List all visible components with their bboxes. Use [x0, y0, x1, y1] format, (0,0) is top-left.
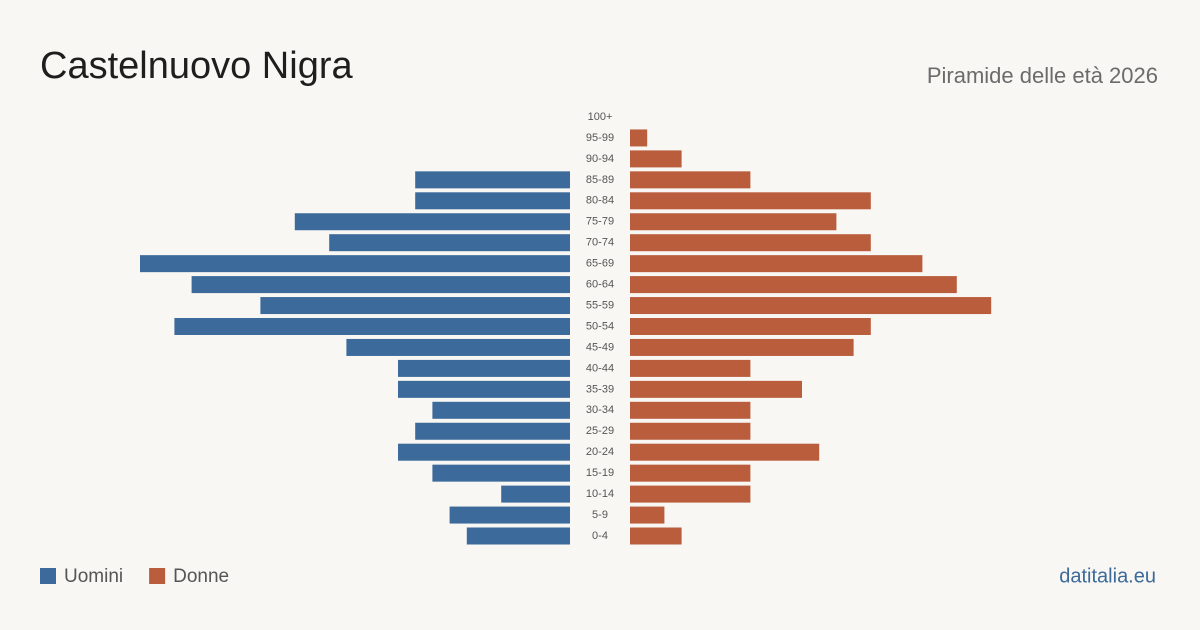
age-label: 35-39 — [586, 383, 614, 395]
bar — [329, 234, 570, 252]
bar — [630, 443, 820, 461]
bar — [449, 506, 570, 524]
age-label: 90-94 — [586, 153, 614, 165]
age-label: 85-89 — [586, 174, 614, 186]
age-label: 75-79 — [586, 216, 614, 228]
bar — [398, 380, 570, 398]
age-label: 40-44 — [586, 362, 614, 374]
age-label: 80-84 — [586, 195, 614, 207]
bar — [432, 464, 570, 482]
bar — [415, 192, 570, 210]
bar — [260, 297, 570, 315]
age-label: 95-99 — [586, 132, 614, 144]
bar — [174, 318, 570, 335]
age-label: 10-14 — [586, 488, 614, 500]
source[interactable]: datitalia.eu — [1059, 565, 1156, 587]
chart-subtitle: Piramide delle età 2026 — [927, 63, 1158, 88]
legend-label: Donne — [173, 566, 229, 587]
age-label: 20-24 — [586, 446, 614, 458]
bar — [415, 422, 570, 440]
bar — [398, 443, 570, 461]
bar — [630, 213, 837, 231]
bar — [630, 485, 751, 503]
bar — [432, 401, 570, 419]
age-label: 50-54 — [586, 320, 614, 332]
age-label: 65-69 — [586, 258, 614, 270]
age-label: 25-29 — [586, 425, 614, 437]
bar — [630, 129, 648, 147]
age-label: 5-9 — [592, 509, 608, 521]
bar — [398, 359, 570, 377]
bar — [630, 192, 871, 210]
bar — [630, 380, 802, 398]
legend-swatch — [40, 568, 56, 584]
bar — [466, 527, 570, 545]
bar — [630, 276, 957, 294]
bar — [630, 150, 682, 168]
bar — [140, 255, 570, 273]
bar — [630, 359, 751, 377]
bar — [630, 401, 751, 419]
bar — [630, 318, 871, 335]
bar — [630, 506, 665, 524]
age-label: 0-4 — [592, 530, 608, 542]
bar — [630, 527, 682, 545]
bar — [630, 171, 751, 189]
bar — [630, 338, 854, 356]
bar — [630, 234, 871, 252]
age-label: 15-19 — [586, 467, 614, 479]
age-label: 30-34 — [586, 404, 614, 416]
chart-title: Castelnuovo Nigra — [40, 45, 353, 87]
bar — [415, 171, 570, 189]
bar — [191, 276, 570, 294]
legend-swatch — [149, 568, 166, 584]
age-label: 55-59 — [586, 299, 614, 311]
bar — [346, 338, 570, 356]
legend-label: Uomini — [64, 566, 123, 587]
age-label: 70-74 — [586, 237, 614, 249]
bar — [630, 297, 992, 315]
age-label: 45-49 — [586, 341, 614, 353]
bar — [630, 255, 923, 273]
bar — [630, 422, 751, 440]
bar — [501, 485, 570, 503]
age-label: 60-64 — [586, 279, 614, 291]
bar — [630, 464, 751, 482]
bar — [294, 213, 570, 231]
age-label: 100+ — [588, 111, 613, 123]
